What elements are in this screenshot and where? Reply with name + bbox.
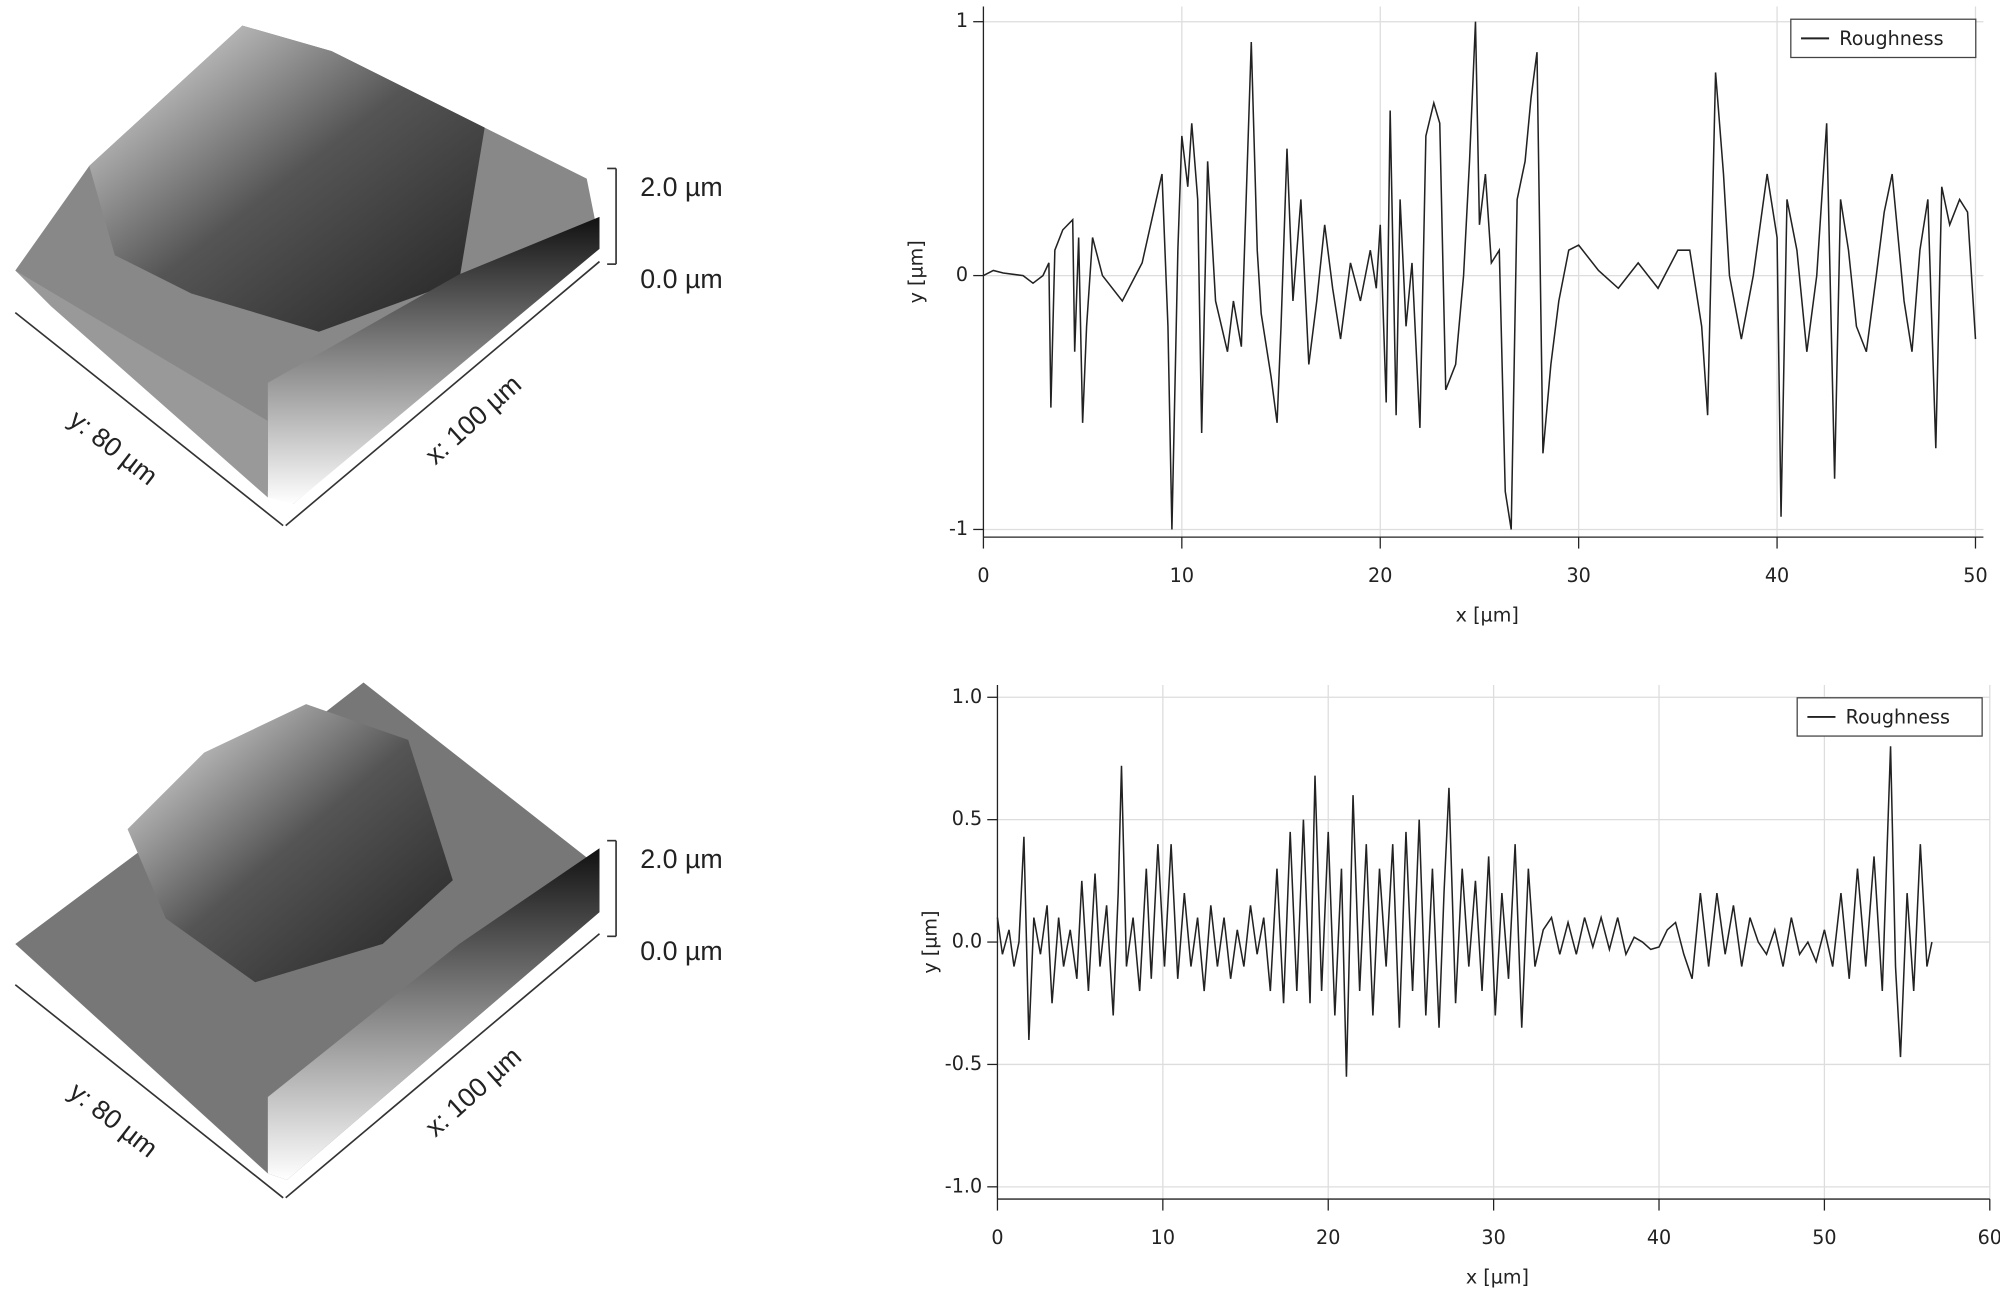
- y-axis-label: y: 80 µm: [64, 1076, 164, 1163]
- x-tick-label: 30: [1481, 1226, 1505, 1249]
- x-axis-label: x [µm]: [1466, 1266, 1529, 1289]
- x-tick-label: 10: [1170, 564, 1194, 587]
- x-tick-label: 20: [1316, 1226, 1340, 1249]
- z-tick-label: 2.0 µm: [640, 844, 722, 874]
- x-tick-label: 40: [1647, 1226, 1671, 1249]
- x-tick-label: 20: [1368, 564, 1392, 587]
- y-axis-label: y [µm]: [919, 910, 942, 973]
- legend-label: Roughness: [1839, 27, 1943, 50]
- x-tick-label: 0: [991, 1226, 1003, 1249]
- x-tick-label: 40: [1765, 564, 1789, 587]
- x-axis-line: [285, 260, 601, 527]
- y-tick-label: 1: [956, 9, 968, 32]
- x-tick-label: 60: [1978, 1226, 2000, 1249]
- y-tick-label: 0: [956, 263, 968, 286]
- z-tick-label: 0.0 µm: [640, 936, 722, 966]
- x-tick-label: 50: [1812, 1226, 1836, 1249]
- x-axis-label: x [µm]: [1456, 604, 1519, 627]
- x-axis-label: x: 100 µm: [419, 1041, 527, 1142]
- y-axis-label: y: 80 µm: [64, 404, 164, 491]
- line-series: [996, 746, 1933, 1077]
- y-tick-label: 0.0: [952, 930, 982, 953]
- y-tick-label: 0.5: [952, 807, 982, 830]
- x-tick-label: 0: [977, 564, 989, 587]
- legend-label: Roughness: [1846, 706, 1950, 729]
- y-tick-label: -1.0: [945, 1174, 982, 1197]
- x-tick-label: 50: [1963, 564, 1987, 587]
- surface-image: [15, 25, 600, 504]
- y-axis-label: y [µm]: [905, 240, 928, 303]
- y-tick-label: 1.0: [952, 685, 982, 708]
- y-axis-line: [14, 984, 284, 1199]
- z-tick-label: 2.0 µm: [640, 172, 722, 202]
- surface-image: [15, 682, 600, 1180]
- y-axis-line: [14, 311, 284, 527]
- y-tick-label: -0.5: [945, 1052, 982, 1075]
- x-tick-label: 10: [1151, 1226, 1175, 1249]
- z-tick-label: 0.0 µm: [640, 264, 722, 294]
- x-axis-line: [285, 933, 601, 1199]
- y-tick-label: -1: [949, 517, 968, 540]
- line-series: [983, 21, 1977, 530]
- x-tick-label: 30: [1566, 564, 1590, 587]
